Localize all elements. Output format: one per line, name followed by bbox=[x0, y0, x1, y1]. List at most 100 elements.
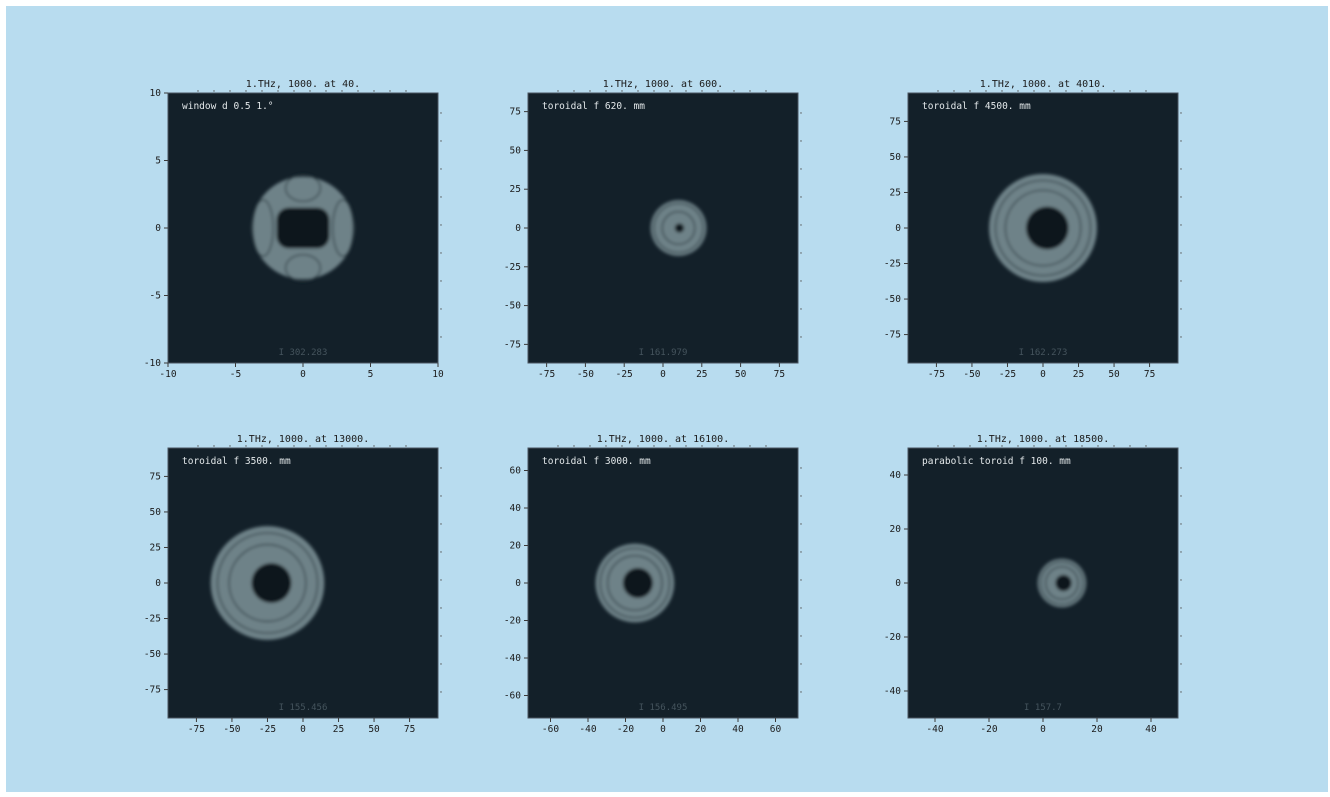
title-dot bbox=[1081, 445, 1083, 447]
title-dot bbox=[1001, 90, 1003, 92]
title-dot bbox=[261, 445, 263, 447]
title-dot bbox=[1129, 90, 1131, 92]
beam-lobe bbox=[284, 173, 322, 203]
y-tick-label: -75 bbox=[504, 339, 521, 350]
title-dot bbox=[1017, 90, 1019, 92]
y-tick-label: 25 bbox=[890, 187, 901, 198]
title-dot bbox=[637, 445, 639, 447]
y-tick-label: 0 bbox=[895, 578, 901, 589]
edge-dot bbox=[1180, 196, 1182, 198]
intensity-readout: I 156.495 bbox=[639, 703, 688, 713]
x-tick-label: -5 bbox=[230, 369, 241, 380]
beam-spot bbox=[251, 173, 355, 283]
x-tick-label: 5 bbox=[368, 369, 374, 380]
title-dot bbox=[229, 90, 231, 92]
title-dot bbox=[1065, 90, 1067, 92]
title-dot bbox=[1081, 90, 1083, 92]
edge-dot bbox=[800, 579, 802, 581]
beam-fringe bbox=[661, 211, 696, 245]
beam-spot bbox=[210, 526, 325, 640]
x-tick-label: -75 bbox=[188, 724, 205, 735]
beam-profile-plot: 1.THz, 1000. at 18500. parabolic toroid f… bbox=[884, 434, 1182, 735]
beam-fringe bbox=[606, 555, 663, 611]
intensity-readout: I 302.283 bbox=[279, 348, 328, 358]
x-tick-label: -40 bbox=[926, 724, 943, 735]
y-tick-label: -60 bbox=[504, 691, 521, 702]
title-dot bbox=[245, 445, 247, 447]
beam-lobe bbox=[284, 253, 322, 283]
title-dot bbox=[749, 445, 751, 447]
x-tick-label: 75 bbox=[1144, 369, 1155, 380]
y-tick-label: 5 bbox=[155, 156, 161, 167]
title-dot bbox=[937, 90, 939, 92]
title-dot bbox=[605, 445, 607, 447]
edge-dot bbox=[440, 579, 442, 581]
y-tick-label: 20 bbox=[510, 541, 522, 552]
x-tick-label: 50 bbox=[1108, 369, 1120, 380]
intensity-readout: I 162.273 bbox=[1019, 348, 1068, 358]
title-dot bbox=[1001, 445, 1003, 447]
beam-lobe bbox=[332, 199, 354, 257]
edge-dot bbox=[440, 280, 442, 282]
title-dot bbox=[1065, 445, 1067, 447]
title-dot bbox=[405, 90, 407, 92]
title-dot bbox=[1097, 90, 1099, 92]
y-tick-label: 25 bbox=[150, 542, 161, 553]
title-dot bbox=[277, 445, 279, 447]
edge-dot bbox=[1180, 523, 1182, 525]
edge-dot bbox=[800, 112, 802, 114]
beam-profile-plot: 1.THz, 1000. at 600. toroidal f 620. mm I … bbox=[504, 79, 802, 380]
x-tick-label: 75 bbox=[404, 724, 415, 735]
edge-dot bbox=[800, 336, 802, 338]
edge-dot bbox=[1180, 252, 1182, 254]
title-dot bbox=[557, 445, 559, 447]
edge-dot bbox=[800, 140, 802, 142]
title-dot bbox=[701, 90, 703, 92]
title-dot bbox=[637, 90, 639, 92]
beam-lobe bbox=[252, 199, 274, 257]
beam-profile-plot: 1.THz, 1000. at 40. window d 0.5 1.° I 302… bbox=[144, 79, 444, 380]
title-dot bbox=[701, 445, 703, 447]
x-tick-label: 40 bbox=[732, 724, 744, 735]
y-tick-label: 40 bbox=[890, 470, 902, 481]
edge-dot bbox=[1180, 467, 1182, 469]
edge-dot bbox=[800, 467, 802, 469]
x-tick-label: -60 bbox=[542, 724, 559, 735]
title-dot bbox=[589, 445, 591, 447]
edge-dot bbox=[800, 663, 802, 665]
title-dot bbox=[373, 90, 375, 92]
beam-hole bbox=[674, 223, 685, 233]
edge-dot bbox=[800, 252, 802, 254]
x-tick-label: 75 bbox=[774, 369, 785, 380]
y-tick-label: -50 bbox=[504, 301, 521, 312]
edge-dot bbox=[440, 495, 442, 497]
x-tick-label: -75 bbox=[928, 369, 945, 380]
y-tick-label: -25 bbox=[144, 614, 161, 625]
title-dot bbox=[293, 445, 295, 447]
x-tick-label: 0 bbox=[300, 724, 306, 735]
edge-dot bbox=[1180, 336, 1182, 338]
x-tick-label: -50 bbox=[963, 369, 980, 380]
edge-dot bbox=[1180, 691, 1182, 693]
x-tick-label: -25 bbox=[999, 369, 1016, 380]
title-dot bbox=[197, 445, 199, 447]
x-tick-label: -25 bbox=[616, 369, 633, 380]
title-dot bbox=[341, 90, 343, 92]
title-dot bbox=[389, 445, 391, 447]
plot-label: toroidal f 620. mm bbox=[542, 101, 645, 112]
edge-dot bbox=[440, 523, 442, 525]
title-dot bbox=[197, 90, 199, 92]
edge-dot bbox=[440, 252, 442, 254]
x-tick-label: 25 bbox=[696, 369, 707, 380]
x-tick-label: 0 bbox=[1040, 724, 1046, 735]
x-tick-label: 20 bbox=[695, 724, 707, 735]
edge-dot bbox=[800, 224, 802, 226]
edge-dot bbox=[440, 467, 442, 469]
edge-dot bbox=[440, 196, 442, 198]
edge-dot bbox=[1180, 224, 1182, 226]
title-dot bbox=[557, 90, 559, 92]
title-dot bbox=[1113, 445, 1115, 447]
edge-dot bbox=[440, 224, 442, 226]
y-tick-label: -75 bbox=[144, 685, 161, 696]
edge-dot bbox=[1180, 495, 1182, 497]
